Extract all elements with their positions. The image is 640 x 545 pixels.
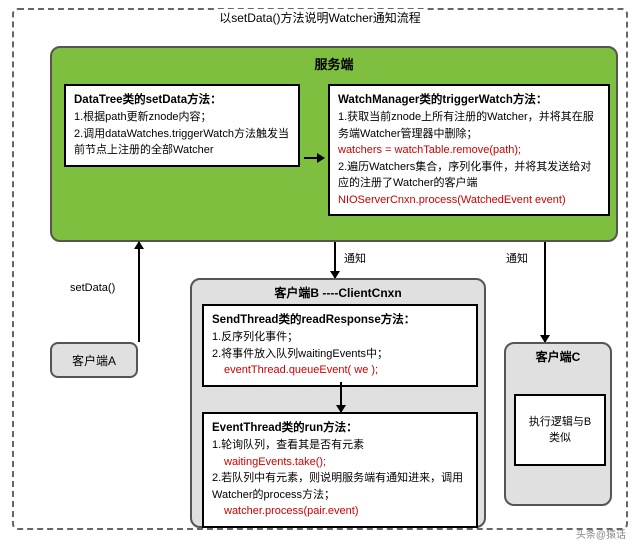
datatree-line2: 2.调用dataWatches.triggerWatch方法触发当前节点上注册的… xyxy=(74,126,290,159)
client-c-logic-text: 执行逻辑与B类似 xyxy=(524,414,596,447)
datatree-header: DataTree类的setData方法： xyxy=(74,92,290,109)
watchmgr-code1: watchers = watchTable.remove(path); xyxy=(338,142,600,159)
server-panel: 服务端 DataTree类的setData方法： 1.根据path更新znode… xyxy=(50,46,618,242)
arrow-sendthread-to-eventthread xyxy=(340,382,342,412)
watermark: 头条@猿话 xyxy=(576,526,626,541)
client-a-label: 客户端A xyxy=(72,352,116,369)
sendthread-code: eventThread.queueEvent( we ); xyxy=(212,362,468,379)
sendthread-l1: 1.反序列化事件； xyxy=(212,329,468,346)
eventthread-code1: waitingEvents.take(); xyxy=(212,454,468,471)
datatree-box: DataTree类的setData方法： 1.根据path更新znode内容； … xyxy=(64,84,300,167)
outer-frame: 以setData()方法说明Watcher通知流程 服务端 DataTree类的… xyxy=(12,8,628,530)
diagram-title: 以setData()方法说明Watcher通知流程 xyxy=(215,9,425,26)
client-a-box: 客户端A xyxy=(50,342,138,378)
watchmgr-line2: 2.遍历Watchers集合，序列化事件，并将其发送给对应的注册了Watcher… xyxy=(338,159,600,192)
client-c-title: 客户端C xyxy=(536,348,581,365)
client-b-title: 客户端B ----ClientCnxn xyxy=(274,284,401,301)
client-c-logic: 执行逻辑与B类似 xyxy=(514,394,606,466)
arrow-server-to-clientC xyxy=(544,242,546,342)
arrow-clientA-to-server xyxy=(138,242,140,342)
label-setdata: setData() xyxy=(70,282,115,294)
eventthread-l2: 2.若队列中有元素，则说明服务端有通知进来，调用Watcher的process方… xyxy=(212,470,468,503)
watchmgr-code2: NIOServerCnxn.process(WatchedEvent event… xyxy=(338,192,600,209)
watchmgr-box: WatchManager类的triggerWatch方法： 1.获取当前znod… xyxy=(328,84,610,216)
sendthread-box: SendThread类的readResponse方法： 1.反序列化事件； 2.… xyxy=(202,304,478,387)
watchmgr-header: WatchManager类的triggerWatch方法： xyxy=(338,92,600,109)
eventthread-l1: 1.轮询队列，查看其是否有元素 xyxy=(212,437,468,454)
server-title: 服务端 xyxy=(314,54,353,73)
arrow-datatree-to-watchmgr xyxy=(304,157,324,159)
label-notify-c: 通知 xyxy=(506,250,528,266)
label-notify-b: 通知 xyxy=(344,250,366,266)
watchmgr-line1: 1.获取当前znode上所有注册的Watcher，并将其在服务端Watcher管… xyxy=(338,109,600,142)
sendthread-header: SendThread类的readResponse方法： xyxy=(212,312,468,329)
eventthread-code2: watcher.process(pair.event) xyxy=(212,503,468,520)
eventthread-box: EventThread类的run方法： 1.轮询队列，查看其是否有元素 wait… xyxy=(202,412,478,528)
client-c-panel: 客户端C 执行逻辑与B类似 xyxy=(504,342,612,506)
sendthread-l2: 2.将事件放入队列waitingEvents中； xyxy=(212,346,468,363)
client-b-panel: 客户端B ----ClientCnxn SendThread类的readResp… xyxy=(190,278,486,528)
arrow-server-to-clientB xyxy=(334,242,336,278)
datatree-line1: 1.根据path更新znode内容； xyxy=(74,109,290,126)
eventthread-header: EventThread类的run方法： xyxy=(212,420,468,437)
